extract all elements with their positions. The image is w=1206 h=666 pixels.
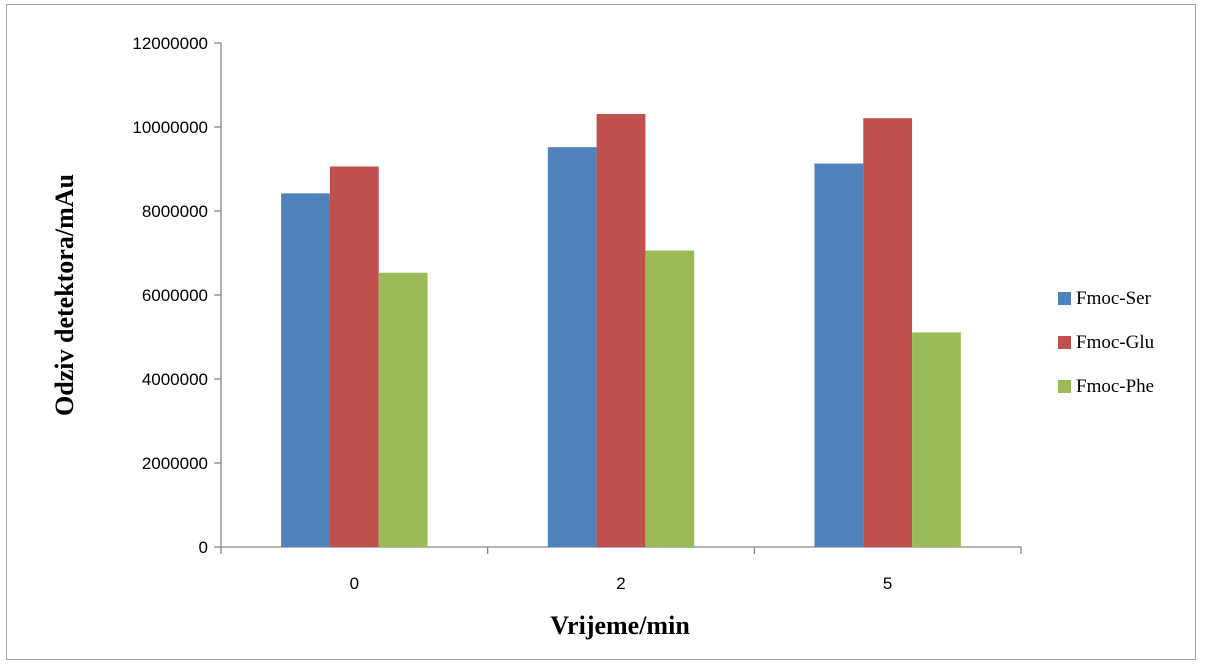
y-tick-label: 8000000	[142, 202, 208, 221]
y-tick-label: 10000000	[132, 118, 208, 137]
y-tick-label: 12000000	[132, 34, 208, 53]
legend-label: Fmoc-Glu	[1076, 332, 1155, 353]
bars	[281, 113, 961, 548]
x-axis: 0 2 5	[220, 546, 1022, 593]
y-axis-title: Odziv detektora/mAu	[50, 174, 79, 416]
x-tick-label: 2	[616, 574, 625, 593]
y-tick-label: 0	[199, 538, 208, 557]
y-tick-label: 4000000	[142, 370, 208, 389]
bar-fmoc-phe-0	[378, 272, 428, 547]
legend-swatch	[1058, 336, 1071, 349]
legend-swatch	[1058, 292, 1071, 305]
bar-fmoc-glu-0	[329, 166, 379, 548]
x-axis-title: Vrijeme/min	[550, 611, 690, 640]
legend-swatch	[1058, 380, 1071, 393]
legend-label: Fmoc-Ser	[1076, 288, 1152, 309]
bar-fmoc-ser-2	[547, 147, 597, 547]
bar-fmoc-ser-5	[814, 163, 864, 548]
x-tick-label: 0	[350, 574, 359, 593]
y-tick-label: 6000000	[142, 286, 208, 305]
bar-fmoc-glu-5	[863, 118, 913, 548]
legend: Fmoc-Ser Fmoc-Glu Fmoc-Phe	[1058, 288, 1155, 397]
y-axis: 0 2000000 4000000 6000000 8000000 10000000 120…	[132, 34, 222, 557]
y-tick-label: 2000000	[142, 454, 208, 473]
bar-fmoc-phe-2	[645, 250, 695, 548]
bar-fmoc-phe-5	[912, 332, 961, 547]
bar-fmoc-ser-0	[281, 193, 330, 548]
bar-fmoc-glu-2	[596, 113, 646, 547]
x-tick-label: 5	[883, 574, 892, 593]
legend-label: Fmoc-Phe	[1076, 376, 1154, 397]
